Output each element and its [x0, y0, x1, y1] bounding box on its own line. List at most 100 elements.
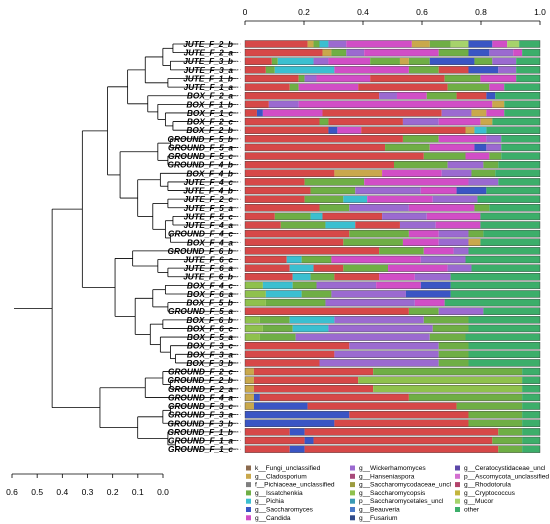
bar-outline — [244, 229, 541, 238]
bar-segment — [245, 333, 260, 341]
legend-label: g__Fusarium — [359, 515, 398, 522]
bar-segment — [450, 273, 540, 281]
bar-outline — [244, 48, 541, 57]
bar-segment — [245, 100, 269, 108]
bar-segment — [346, 49, 365, 57]
bar-segment — [474, 126, 487, 134]
bar-segment — [522, 419, 540, 427]
top-axis-tick-label: 0.6 — [416, 7, 428, 17]
bar-outline — [244, 66, 541, 74]
bar-segment — [468, 247, 540, 255]
sample-label: GROUND_F_1_c — [168, 444, 233, 454]
top-axis-tick-label: 1.0 — [534, 7, 546, 17]
sample-label: JUTE_F_1_a — [184, 82, 234, 92]
bar-segment — [411, 40, 430, 48]
bar-outline — [244, 152, 541, 160]
bar-segment — [259, 333, 296, 341]
bar-segment — [444, 74, 481, 82]
legend-label: g__Saccharomycopsis — [359, 490, 426, 497]
bar-segment — [438, 359, 469, 367]
bar-segment — [245, 195, 305, 203]
legend-label: g__Beauveria — [359, 507, 400, 514]
legend-swatch — [350, 490, 355, 496]
bar-segment — [382, 169, 442, 177]
bar-segment — [253, 402, 308, 410]
bar-segment — [304, 437, 314, 445]
bar-segment — [358, 83, 448, 91]
bar-segment — [245, 57, 272, 65]
sample-label: BOX_F_3_c — [187, 341, 234, 351]
bar-segment — [522, 49, 540, 57]
legend-label: g__Candida — [255, 515, 291, 522]
bar-segment — [492, 118, 540, 126]
bar-segment — [379, 273, 415, 281]
dendrogram-axis-tick-label: 0.4 — [56, 487, 68, 497]
bar-segment — [483, 161, 499, 169]
dendrogram-axis-tick-label: 0.2 — [107, 487, 119, 497]
bar-segment — [519, 40, 540, 48]
legend-swatch — [246, 482, 251, 488]
sample-label: BOX_F_4_c — [187, 280, 234, 290]
bar-segment — [245, 368, 254, 376]
bar-segment — [245, 376, 254, 384]
legend-label: g__Ceratocystidaceae_uncl — [464, 465, 546, 472]
bar-segment — [245, 256, 287, 263]
legend-label: f__Pichiaceae_unclassified — [255, 482, 335, 489]
bar-segment — [298, 100, 493, 108]
bar-segment — [447, 264, 472, 272]
bar-outline — [244, 436, 541, 445]
bar-segment — [331, 256, 421, 263]
bar-segment — [325, 299, 415, 307]
sample-labels: JUTE_F_2_bJUTE_F_2_aJUTE_F_3_bJUTE_F_3_a… — [168, 39, 241, 454]
bar-outline — [244, 333, 541, 341]
bar-segment — [310, 273, 335, 281]
bar-segment — [465, 333, 540, 341]
bar-segment — [447, 83, 490, 91]
bar-segment — [486, 143, 502, 151]
bar-segment — [271, 57, 278, 65]
legend-swatch — [455, 482, 460, 488]
bar-segment — [504, 109, 540, 117]
bar-segment — [376, 281, 421, 289]
bar-segment — [474, 57, 493, 65]
legend-label: p__Ascomycota_unclassified — [464, 473, 549, 480]
legend-label: g__Mucor — [464, 498, 494, 505]
bar-segment — [245, 230, 350, 238]
sample-label: JUTE_F_6_b — [183, 272, 233, 282]
sample-label: JUTE_F_6_a — [184, 263, 234, 273]
legend-swatch — [246, 498, 251, 504]
legend-swatch — [246, 465, 251, 471]
bar-segment — [364, 49, 439, 57]
bar-segment — [325, 221, 356, 229]
bar-segment — [364, 178, 469, 186]
bar-outline — [244, 273, 541, 281]
bar-segment — [319, 359, 439, 367]
bar-outline — [244, 445, 541, 453]
bar-segment — [438, 66, 469, 74]
sample-label: BOX_F_4_a — [187, 237, 234, 247]
bar-segment — [468, 178, 499, 186]
bar-segment — [468, 359, 540, 367]
bar-segment — [334, 169, 383, 177]
legend-swatch — [455, 473, 460, 479]
sample-label: BOX_F_6_b — [186, 315, 233, 325]
legend-label: g__Wickerhamomyces — [359, 465, 426, 472]
bar-segment — [245, 204, 320, 212]
bar-segment — [253, 368, 374, 376]
bar-segment — [489, 83, 505, 91]
sample-label: GROUND_F_5_a — [168, 142, 233, 152]
sample-label: GROUND_F_2_a — [168, 384, 233, 394]
bar-outline — [244, 126, 541, 134]
bar-segment — [471, 264, 540, 272]
sample-label: GROUND_F_4_c — [168, 229, 233, 239]
bar-segment — [265, 66, 275, 74]
bar-segment — [438, 49, 469, 57]
bar-segment — [501, 135, 540, 143]
bar-segment — [245, 299, 266, 307]
bar-segment — [516, 57, 540, 65]
bar-segment — [245, 247, 380, 255]
bar-segment — [480, 212, 540, 220]
bar-segment — [447, 161, 484, 169]
